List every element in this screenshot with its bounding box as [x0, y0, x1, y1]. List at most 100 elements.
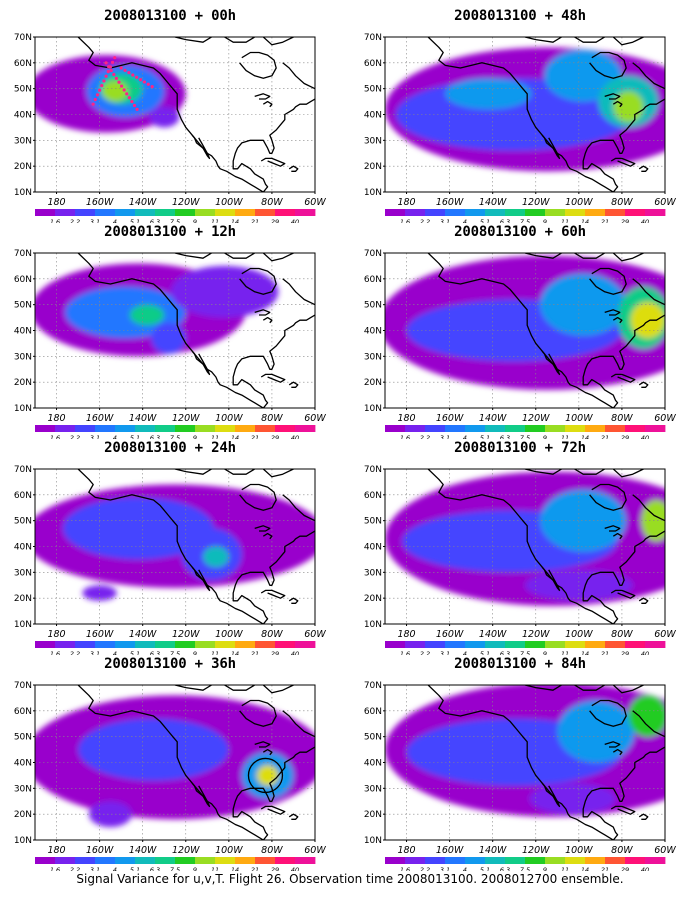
colorbar-label: 1.6 [50, 650, 60, 655]
colorbar-swatch [505, 857, 526, 864]
lat-tick-label: 70N [14, 465, 32, 475]
colorbar-swatch [405, 425, 426, 432]
colorbar-label: 9 [193, 650, 197, 655]
colorbar-label: 7.5 [170, 434, 180, 439]
colorbar-label: 1.6 [50, 218, 60, 223]
lon-tick-label: 80W [261, 413, 283, 424]
coastline [427, 685, 665, 840]
variance-region [129, 304, 165, 326]
colorbar-swatch [155, 209, 176, 216]
lat-tick-label: 30N [364, 784, 382, 794]
colorbar-swatch [115, 209, 136, 216]
lat-tick-label: 40N [14, 327, 32, 337]
colorbar-swatch [135, 641, 156, 648]
colorbar-label: 3.1 [90, 218, 100, 223]
lat-tick-label: 10N [14, 620, 32, 630]
lat-tick-label: 10N [14, 836, 32, 846]
colorbar-swatch [235, 641, 256, 648]
colorbar-swatch [585, 857, 606, 864]
lat-tick-label: 20N [364, 162, 382, 172]
lon-tick-label: 180 [47, 629, 65, 640]
lon-tick-label: 140W [129, 197, 157, 208]
colorbar-swatch [545, 857, 566, 864]
colorbar-swatch [155, 857, 176, 864]
lat-tick-label: 50N [14, 301, 32, 311]
graticule [35, 469, 315, 624]
lat-tick-label: 30N [364, 352, 382, 362]
coastline [427, 253, 665, 408]
colorbar-swatch [195, 425, 216, 432]
colorbar-label: 5.1 [130, 218, 140, 223]
colorbar-swatch [465, 425, 486, 432]
colorbar-label: 1.6 [400, 866, 410, 871]
variance-region [88, 801, 132, 828]
colorbar-swatch [385, 857, 406, 864]
lat-tick-label: 70N [364, 681, 382, 691]
colorbar-swatch [95, 857, 116, 864]
colorbar: 1.6 2.2 3.1 4 5.1 6.3 7.5 9 11 14 21 29 40 [385, 857, 666, 871]
lat-tick-label: 10N [364, 404, 382, 414]
map-plot: 70N 60N 50N 40N 30N 20N 10N 180 160W 140W 120W 100W… [14, 249, 327, 439]
lat-tick-label: 10N [364, 188, 382, 198]
colorbar-label: 2.2 [70, 866, 80, 871]
lon-tick-label: 60W [654, 629, 676, 640]
lat-tick-label: 10N [364, 836, 382, 846]
graticule [35, 685, 315, 840]
lon-tick-label: 80W [611, 629, 633, 640]
lon-tick-label: 100W [565, 845, 593, 856]
colorbar-swatch [135, 425, 156, 432]
map-panel: 2008013100 + 00h 70N 60N 50N 40N 30N 20N 10N 180… [0, 5, 340, 223]
map-panel: 2008013100 + 84h 70N 60N 50N 40N 30N 20N 10N 180… [350, 653, 690, 871]
colorbar-swatch [215, 641, 236, 648]
graticule [385, 685, 665, 840]
colorbar-label: 7.5 [170, 218, 180, 223]
map-plot: 70N 60N 50N 40N 30N 20N 10N 180 160W 140W 120W 100W… [364, 465, 677, 655]
colorbar-label: 40 [291, 218, 299, 223]
lon-tick-label: 160W [86, 845, 114, 856]
colorbar: 1.6 2.2 3.1 4 5.1 6.3 7.5 9 11 14 21 29 40 [35, 209, 316, 223]
colorbar-label: 3.1 [440, 866, 450, 871]
colorbar-swatch [585, 641, 606, 648]
colorbar-label: 1.6 [50, 866, 60, 871]
lon-tick-label: 120W [522, 197, 550, 208]
lat-tick-label: 60N [364, 491, 382, 501]
lon-tick-label: 60W [654, 197, 676, 208]
coastline [77, 37, 315, 192]
colorbar-label: 40 [641, 866, 649, 871]
figure-caption: Signal Variance for u,v,T. Flight 26. Ob… [76, 872, 624, 886]
variance-region [628, 695, 665, 737]
lon-tick-label: 120W [172, 413, 200, 424]
lat-tick-label: 40N [364, 759, 382, 769]
colorbar-swatch [175, 641, 196, 648]
lat-tick-label: 40N [14, 111, 32, 121]
colorbar-swatch [485, 857, 506, 864]
lat-tick-label: 30N [14, 784, 32, 794]
colorbar-swatch [625, 641, 646, 648]
lon-tick-label: 80W [261, 197, 283, 208]
colorbar-swatch [275, 425, 296, 432]
colorbar-label: 5.1 [130, 434, 140, 439]
colorbar-swatch [255, 641, 276, 648]
colorbar-label: 9 [543, 650, 547, 655]
colorbar-label: 3.1 [440, 434, 450, 439]
colorbar-label: 5.1 [480, 434, 490, 439]
lon-tick-label: 100W [565, 413, 593, 424]
lon-tick-label: 140W [479, 845, 507, 856]
colorbar-swatch [585, 425, 606, 432]
colorbar-label: 14 [581, 218, 589, 223]
colorbar-swatch [445, 641, 466, 648]
coastline [427, 469, 665, 624]
colorbar-label: 6.3 [500, 218, 510, 223]
lon-tick-label: 160W [86, 197, 114, 208]
variance-shading [35, 695, 315, 828]
colorbar-label: 3.1 [440, 650, 450, 655]
lon-tick-label: 100W [215, 845, 243, 856]
variance-shading [385, 471, 665, 606]
colorbar-swatch [75, 209, 96, 216]
colorbar-swatch [565, 641, 586, 648]
lon-tick-label: 180 [47, 197, 65, 208]
map-panel: 2008013100 + 36h 70N 60N 50N 40N 30N 20N 10N 180… [0, 653, 340, 871]
lon-tick-label: 120W [172, 197, 200, 208]
variance-region [149, 106, 180, 128]
variance-shading [35, 263, 279, 357]
